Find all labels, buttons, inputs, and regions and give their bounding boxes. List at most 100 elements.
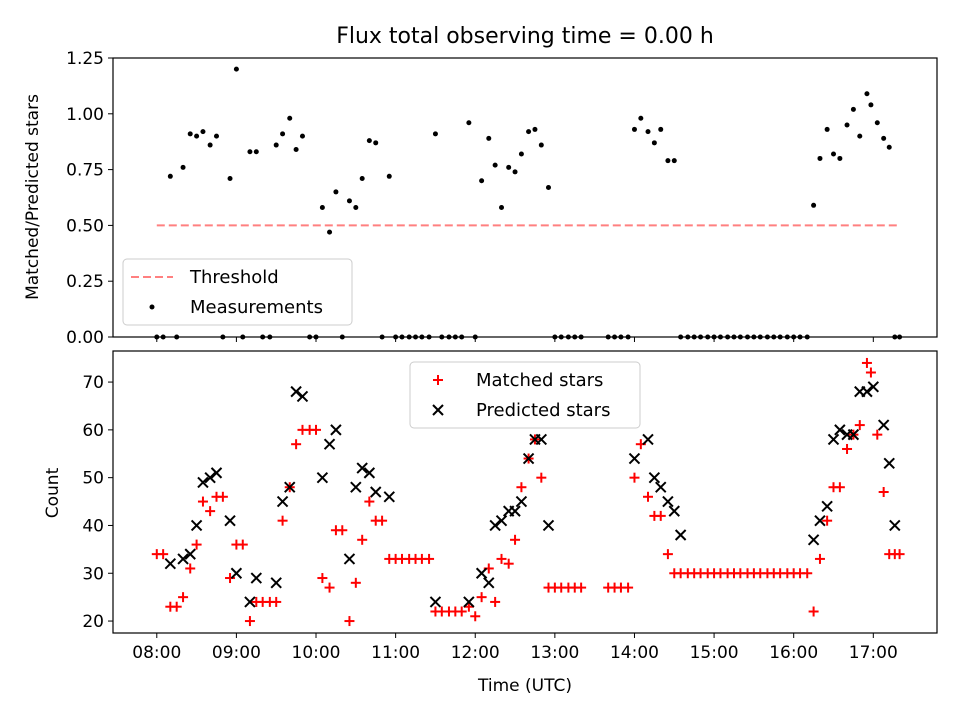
matched-star-point	[244, 616, 255, 627]
predicted-star-point	[197, 476, 209, 489]
top-legend: Threshold Measurements	[122, 258, 353, 326]
measurement-point	[545, 184, 551, 190]
matched-star-point	[185, 563, 196, 574]
matched-star-point	[662, 549, 673, 560]
chart-title: Flux total observing time = 0.00 h	[336, 24, 714, 49]
matched-star-point	[344, 616, 355, 627]
predicted-star-point	[827, 433, 840, 446]
measurement-point	[881, 135, 887, 141]
matched-star-point	[878, 487, 889, 497]
predicted-star-point	[383, 491, 395, 503]
predicted-legend-swatch	[432, 404, 444, 416]
matched-star-point	[842, 443, 853, 454]
matched-star-point	[516, 482, 527, 493]
measurement-point	[665, 158, 671, 164]
matched-star-point	[377, 515, 388, 526]
measurement-point	[499, 205, 505, 211]
predicted-star-point	[515, 495, 528, 508]
predicted-star-point	[662, 495, 674, 508]
predicted-star-point	[535, 433, 548, 446]
predicted-star-point	[861, 385, 873, 398]
measurement-point	[167, 173, 173, 179]
measurement-point	[645, 129, 651, 135]
measurement-point	[366, 138, 372, 144]
measurement-point	[247, 149, 253, 155]
measurement-point	[187, 131, 193, 137]
matched-star-point	[197, 496, 208, 507]
x-ticks-bottom: 08:00 09:00 10:00 11:00 12:00 13:00 14:00 15:00…	[132, 633, 898, 663]
predicted-star-point	[483, 577, 495, 589]
y-tick-label: 20	[82, 612, 104, 632]
matched-star-point	[629, 472, 640, 483]
matched-star-point	[324, 582, 335, 593]
predicted-star-point	[628, 452, 641, 465]
measurement-point	[857, 133, 863, 139]
threshold-legend-label: Threshold	[189, 267, 279, 288]
predicted-star-point	[542, 519, 555, 532]
matched-star-point	[424, 553, 435, 564]
measurement-point	[299, 133, 305, 139]
measurement-point	[512, 169, 518, 175]
predicted-star-point	[250, 572, 263, 584]
matched-star-point	[237, 539, 248, 550]
top-panel: Flux total observing time = 0.00 h Match…	[23, 24, 938, 348]
matched-star-point	[822, 515, 833, 526]
predicted-star-point	[164, 557, 177, 570]
measurement-point	[631, 126, 637, 132]
y-ticks-top: 0.00 0.25 0.50 0.75 1.00 1.25	[66, 49, 113, 348]
matched-star-point	[470, 611, 481, 622]
measurements-points	[154, 66, 903, 340]
measurement-point	[638, 115, 644, 121]
y-tick-label: 0.25	[66, 272, 104, 292]
y-tick-label: 0.00	[66, 328, 104, 348]
predicted-star-point	[270, 577, 282, 589]
bottom-legend-box	[409, 361, 641, 429]
matched-star-point	[271, 596, 282, 607]
predicted-star-point	[363, 467, 376, 479]
predicted-star-point	[177, 553, 189, 565]
matched-star-point	[865, 367, 876, 378]
matched-star-point	[834, 482, 845, 493]
measurement-point	[518, 151, 524, 157]
bottom-legend: Matched stars Predicted stars	[409, 361, 641, 429]
measurement-point	[359, 176, 365, 182]
measurement-point	[671, 158, 677, 164]
x-tick-label: 08:00	[132, 643, 181, 663]
predicted-star-point	[522, 452, 535, 465]
matched-star-point	[536, 472, 547, 483]
measurement-point	[227, 176, 233, 182]
matched-legend-swatch	[433, 375, 443, 385]
measurement-point	[651, 140, 657, 146]
predicted-star-point	[463, 596, 475, 608]
measurement-point	[346, 198, 352, 204]
matched-star-point	[463, 601, 474, 612]
predicted-star-point	[489, 519, 501, 532]
predicted-star-point	[674, 529, 687, 541]
top-plot-frame	[112, 57, 938, 338]
matched-star-point	[623, 582, 634, 593]
predicted-star-point	[190, 519, 203, 532]
matched-star-point	[576, 582, 587, 593]
predicted-star-point	[316, 471, 329, 484]
y-ticks-bottom: 20 30 40 50 60 70	[82, 373, 113, 632]
measurement-point	[492, 162, 498, 168]
measurement-point	[253, 149, 259, 155]
measurement-point	[868, 102, 874, 108]
y-tick-label: 0.50	[66, 216, 104, 236]
predicted-star-point	[648, 471, 661, 484]
matched-star-point	[364, 496, 375, 507]
y-tick-label: 40	[82, 516, 104, 536]
measurement-point	[658, 126, 664, 132]
bottom-plot-frame	[112, 350, 938, 634]
predicted-star-point	[210, 467, 223, 479]
matched-star-point	[291, 439, 302, 450]
measurement-point	[844, 122, 850, 128]
measurement-point	[479, 178, 485, 184]
predicted-star-point	[668, 505, 680, 517]
measurement-point	[273, 142, 279, 148]
measurement-point	[333, 189, 339, 195]
measurement-point	[538, 142, 544, 148]
predicted-star-point	[350, 481, 362, 493]
measurement-point	[811, 202, 817, 208]
predicted-star-point	[642, 433, 654, 446]
